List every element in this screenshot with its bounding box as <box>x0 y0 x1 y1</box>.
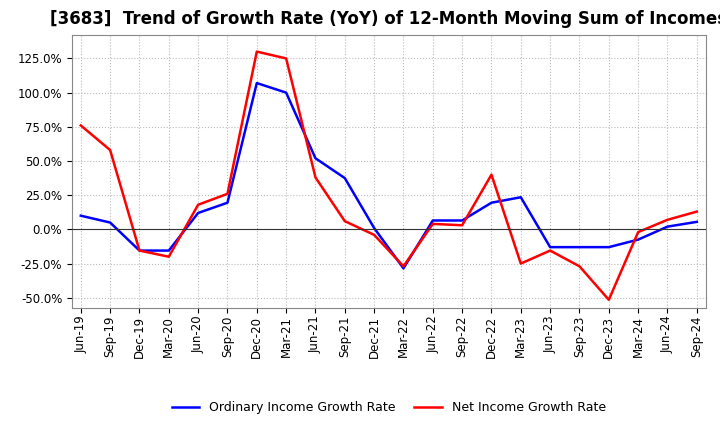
Net Income Growth Rate <box>76 123 85 128</box>
Ordinary Income Growth Rate <box>341 176 349 181</box>
Net Income Growth Rate <box>693 209 701 214</box>
Net Income Growth Rate <box>546 248 554 253</box>
Net Income Growth Rate <box>106 147 114 153</box>
Net Income Growth Rate <box>634 230 642 235</box>
Ordinary Income Growth Rate <box>605 245 613 250</box>
Ordinary Income Growth Rate <box>575 245 584 250</box>
Net Income Growth Rate <box>194 202 202 207</box>
Net Income Growth Rate <box>428 221 437 227</box>
Net Income Growth Rate <box>605 297 613 302</box>
Ordinary Income Growth Rate <box>693 219 701 224</box>
Line: Ordinary Income Growth Rate: Ordinary Income Growth Rate <box>81 83 697 268</box>
Ordinary Income Growth Rate <box>546 245 554 250</box>
Ordinary Income Growth Rate <box>516 194 525 200</box>
Net Income Growth Rate <box>575 264 584 269</box>
Net Income Growth Rate <box>399 264 408 269</box>
Ordinary Income Growth Rate <box>106 220 114 225</box>
Ordinary Income Growth Rate <box>135 248 144 253</box>
Ordinary Income Growth Rate <box>164 248 173 253</box>
Ordinary Income Growth Rate <box>370 225 379 231</box>
Net Income Growth Rate <box>370 232 379 238</box>
Net Income Growth Rate <box>223 191 232 197</box>
Ordinary Income Growth Rate <box>311 156 320 161</box>
Ordinary Income Growth Rate <box>428 218 437 223</box>
Ordinary Income Growth Rate <box>458 218 467 223</box>
Ordinary Income Growth Rate <box>223 200 232 205</box>
Ordinary Income Growth Rate <box>194 210 202 216</box>
Net Income Growth Rate <box>516 261 525 266</box>
Ordinary Income Growth Rate <box>253 81 261 86</box>
Ordinary Income Growth Rate <box>399 266 408 271</box>
Net Income Growth Rate <box>135 248 144 253</box>
Net Income Growth Rate <box>311 175 320 180</box>
Net Income Growth Rate <box>282 56 290 61</box>
Ordinary Income Growth Rate <box>76 213 85 218</box>
Ordinary Income Growth Rate <box>487 200 496 205</box>
Legend: Ordinary Income Growth Rate, Net Income Growth Rate: Ordinary Income Growth Rate, Net Income … <box>166 396 611 419</box>
Title: [3683]  Trend of Growth Rate (YoY) of 12-Month Moving Sum of Incomes: [3683] Trend of Growth Rate (YoY) of 12-… <box>50 10 720 28</box>
Net Income Growth Rate <box>341 219 349 224</box>
Line: Net Income Growth Rate: Net Income Growth Rate <box>81 51 697 300</box>
Net Income Growth Rate <box>487 172 496 177</box>
Net Income Growth Rate <box>164 254 173 259</box>
Net Income Growth Rate <box>458 223 467 228</box>
Ordinary Income Growth Rate <box>634 237 642 242</box>
Net Income Growth Rate <box>253 49 261 54</box>
Ordinary Income Growth Rate <box>282 90 290 95</box>
Net Income Growth Rate <box>663 217 672 223</box>
Ordinary Income Growth Rate <box>663 224 672 229</box>
